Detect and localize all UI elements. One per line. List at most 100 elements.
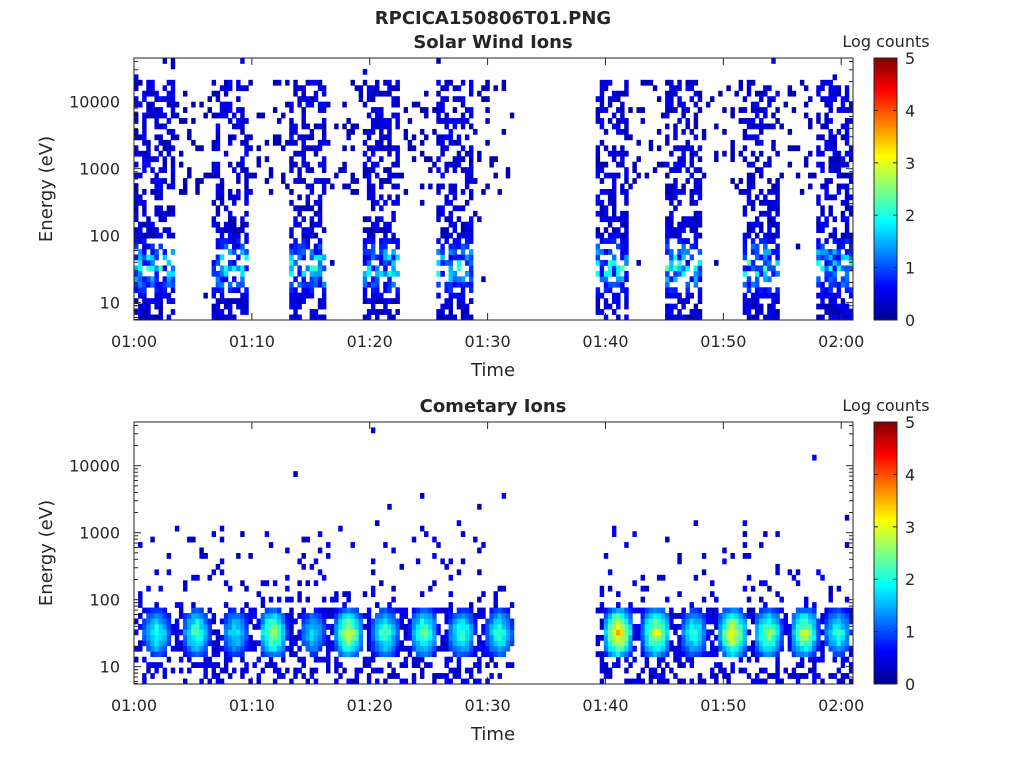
spectrogram-cell — [309, 79, 315, 86]
spectrogram-cell — [428, 623, 433, 630]
spectrogram-cell — [432, 107, 437, 113]
spectrogram-cell — [620, 161, 625, 168]
spectrogram-cell — [746, 607, 752, 614]
spectrogram-cell — [693, 199, 699, 206]
spectrogram-cell — [460, 118, 466, 124]
spectrogram-cell — [697, 613, 703, 619]
spectrogram-cell — [187, 536, 192, 543]
spectrogram-cell — [803, 673, 809, 679]
spectrogram-cell — [223, 270, 229, 277]
spectrogram-cell — [321, 623, 327, 630]
spectrogram-cell — [767, 221, 772, 228]
spectrogram-cell — [836, 254, 842, 261]
spectrogram-cell — [693, 79, 699, 86]
spectrogram-cell — [223, 112, 229, 119]
spectrogram-cell — [436, 101, 441, 108]
spectrogram-cell — [603, 651, 609, 658]
spectrogram-cell — [701, 629, 707, 636]
spectrogram-cell — [644, 662, 650, 668]
spectrogram-cell — [644, 640, 650, 647]
spectrogram-cell — [232, 651, 237, 658]
spectrogram-cell — [146, 623, 151, 630]
spectrogram-cell — [669, 276, 674, 283]
spectrogram-cell — [767, 101, 772, 108]
spectrogram-cell — [477, 678, 482, 685]
spectrogram-cell — [276, 79, 282, 86]
spectrogram-cell — [138, 292, 143, 299]
spectrogram-cell — [166, 618, 172, 625]
spectrogram-cell — [775, 287, 780, 294]
spectrogram-cell — [309, 221, 315, 228]
spectrogram-cell — [375, 265, 380, 272]
spectrogram-cell — [248, 134, 253, 141]
spectrogram-cell — [640, 667, 646, 674]
spectrogram-cell — [444, 613, 449, 619]
spectrogram-cell — [767, 227, 772, 234]
spectrogram-cell — [268, 629, 274, 636]
spectrogram-cell — [321, 281, 327, 288]
spectrogram-cell — [419, 640, 425, 647]
spectrogram-cell — [370, 265, 376, 272]
spectrogram-cell — [644, 656, 650, 663]
spectrogram-cell — [138, 309, 143, 315]
spectrogram-cell — [763, 629, 768, 636]
spectrogram-cell — [754, 303, 760, 310]
spectrogram-cell — [440, 645, 445, 652]
spectrogram-cell — [387, 85, 392, 92]
spectrogram-cell — [313, 623, 319, 630]
spectrogram-cell — [452, 205, 458, 212]
spectrogram-cell — [693, 150, 699, 157]
spectrogram-cell — [754, 90, 760, 97]
spectrogram-cell — [415, 623, 421, 630]
spectrogram-cell — [767, 96, 772, 103]
spectrogram-cell — [828, 107, 833, 113]
spectrogram-cell — [468, 189, 474, 195]
spectrogram-cell — [599, 189, 605, 195]
spectrogram-cell — [154, 123, 159, 130]
spectrogram-cell — [742, 531, 748, 537]
spectrogram-cell — [697, 640, 703, 647]
spectrogram-cell — [252, 662, 257, 668]
spectrogram-cell — [738, 607, 744, 614]
spectrogram-cell — [477, 156, 482, 163]
spectrogram-cell — [468, 167, 474, 173]
spectrogram-cell — [828, 194, 833, 201]
spectrogram-cell — [771, 618, 776, 625]
spectrogram-cell — [293, 640, 298, 647]
spectrogram-cell — [767, 156, 772, 163]
spectrogram-cell — [366, 145, 372, 152]
spectrogram-cell — [146, 629, 151, 636]
spectrogram-cell — [828, 85, 833, 92]
spectrogram-cell — [595, 287, 601, 294]
spectrogram-cell — [816, 629, 821, 636]
spectrogram-cell — [170, 623, 176, 630]
spectrogram-cell — [497, 640, 503, 647]
spectrogram-cell — [223, 629, 229, 636]
spectrogram-cell — [689, 292, 695, 299]
spectrogram-cell — [722, 618, 727, 625]
spectrogram-cell — [844, 139, 850, 146]
spectrogram-cell — [174, 602, 180, 608]
spectrogram-cell — [428, 607, 433, 614]
spectrogram-cell — [832, 629, 838, 636]
spectrogram-cell — [142, 243, 147, 250]
spectrogram-cell — [812, 629, 817, 636]
spectrogram-cell — [460, 287, 466, 294]
spectrogram-cell — [187, 613, 192, 619]
spectrogram-cell — [701, 134, 707, 141]
spectrogram-cell — [624, 314, 629, 321]
spectrogram-cell — [309, 101, 315, 108]
spectrogram-cell — [138, 194, 143, 201]
spectrogram-cell — [742, 243, 748, 250]
spectrogram-cell — [317, 298, 323, 304]
spectrogram-cell — [652, 673, 658, 679]
spectrogram-cell — [763, 161, 768, 168]
spectrogram-cell — [673, 656, 678, 663]
spectrogram-cell — [464, 221, 470, 228]
spectrogram-cell — [223, 101, 229, 108]
spectrogram-cell — [321, 254, 327, 261]
spectrogram-cell — [138, 645, 143, 652]
spectrogram-cell — [170, 276, 176, 283]
spectrogram-cell — [162, 629, 168, 636]
spectrogram-cell — [317, 640, 323, 647]
